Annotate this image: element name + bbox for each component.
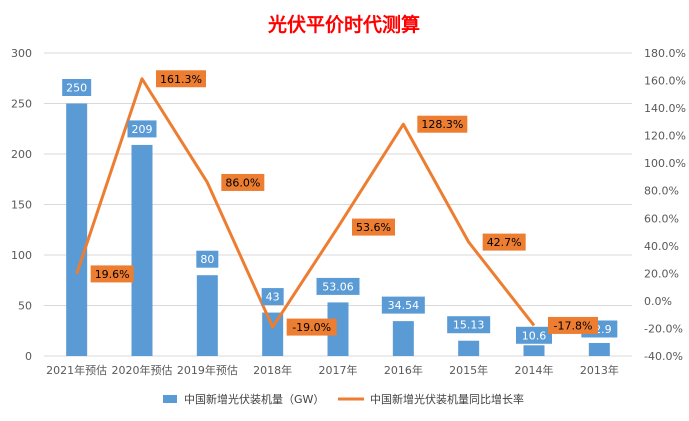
- line-data-label: -17.8%: [554, 319, 593, 332]
- bar: [392, 321, 414, 356]
- bar-label-box: [516, 326, 552, 344]
- bar-label-box: [196, 250, 219, 268]
- bar-data-label: 209: [132, 123, 153, 136]
- x-tick-label: 2016年: [384, 363, 423, 377]
- right-tick-label: 160.0%: [644, 75, 686, 88]
- bar: [588, 342, 610, 356]
- x-tick-label: 2021年预估: [46, 363, 107, 377]
- x-tick-label: 2018年: [253, 363, 292, 377]
- right-tick-label: 20.0%: [644, 267, 679, 280]
- line-label-box: [156, 70, 206, 88]
- left-tick-label: 50: [18, 300, 32, 313]
- line-label-box: [548, 316, 598, 334]
- bar-label-box: [447, 316, 491, 334]
- line-label-box: [286, 318, 337, 336]
- bar-data-label: 80: [200, 253, 214, 266]
- x-tick-label: 2015年: [449, 363, 488, 377]
- legend-swatch-bars: [163, 395, 177, 403]
- bar-data-label: 250: [66, 82, 87, 95]
- bar-data-label: 53.06: [322, 280, 354, 293]
- bar-label-box: [62, 79, 92, 96]
- bar-label-box: [261, 288, 284, 306]
- line-data-label: 86.0%: [225, 176, 260, 189]
- right-tick-label: 60.0%: [644, 212, 679, 225]
- bar-data-label: 34.54: [388, 299, 420, 312]
- line-label-box: [417, 115, 468, 133]
- right-tick-label: 40.0%: [644, 240, 679, 253]
- line-series: [75, 77, 536, 329]
- growth-rate-line: [75, 77, 536, 329]
- bar: [327, 302, 349, 356]
- bar: [523, 345, 545, 356]
- line-data-label: 128.3%: [421, 118, 463, 131]
- x-tick-label: 2013年: [580, 363, 619, 377]
- x-tick-label: 2017年: [319, 363, 358, 377]
- line-data-labels: 19.6% 161.3% 86.0% -19.0% 53.6% 128.3% 42.7% -1…: [90, 70, 598, 336]
- x-tick-label: 2014年: [515, 363, 554, 377]
- legend: 中国新增光伏装机量（GW） 中国新增光伏装机量同比增长率: [163, 392, 524, 406]
- right-tick-label: 120.0%: [644, 130, 686, 143]
- right-tick-label: 80.0%: [644, 185, 679, 198]
- line-data-label: 19.6%: [95, 268, 130, 281]
- legend-label-line: 中国新增光伏装机量同比增长率: [370, 392, 524, 406]
- bar-data-label: 15.13: [453, 319, 485, 332]
- chart-title: 光伏平价时代测算: [267, 13, 420, 36]
- left-tick-label: 200: [11, 148, 32, 161]
- right-tick-label: 180.0%: [644, 47, 686, 60]
- left-tick-label: 0: [25, 350, 32, 363]
- bar: [262, 312, 284, 356]
- right-tick-label: 100.0%: [644, 157, 686, 170]
- right-tick-label: -20.0%: [644, 322, 683, 335]
- bar: [66, 103, 88, 356]
- right-tick-label: -40.0%: [644, 350, 683, 363]
- left-tick-label: 300: [11, 47, 32, 60]
- line-data-label: 42.7%: [487, 236, 522, 249]
- left-tick-label: 150: [11, 199, 32, 212]
- bar-data-label: 10.6: [522, 329, 547, 342]
- bar-label-box: [316, 277, 360, 295]
- bar-data-label: 43: [266, 291, 280, 304]
- bar: [196, 275, 218, 356]
- left-tick-label: 100: [11, 249, 32, 262]
- x-tick-label: 2019年预估: [177, 363, 238, 377]
- bar: [458, 340, 480, 356]
- bar-label-box: [127, 120, 157, 138]
- line-data-label: 53.6%: [356, 221, 391, 234]
- bar: [131, 144, 153, 356]
- left-tick-label: 250: [11, 98, 32, 111]
- line-data-label: 161.3%: [160, 73, 202, 86]
- right-tick-label: 140.0%: [644, 102, 686, 115]
- right-y-axis: -40.0% -20.0% 0.0% 20.0% 40.0% 60.0% 80.0% 100.…: [644, 47, 686, 363]
- legend-label-bars: 中国新增光伏装机量（GW）: [184, 392, 324, 406]
- x-axis: 2021年预估 2020年预估 2019年预估 2018年 2017年 2016年 2015…: [46, 363, 619, 377]
- line-data-label: -19.0%: [292, 321, 331, 334]
- right-tick-label: 0.0%: [644, 295, 672, 308]
- bar-label-box: [381, 296, 425, 314]
- line-label-box: [90, 265, 134, 283]
- line-label-box: [221, 173, 265, 191]
- x-tick-label: 2020年预估: [112, 363, 173, 377]
- bar-series: [66, 103, 610, 356]
- left-y-axis: 0 50 100 150 200 250 300: [11, 47, 32, 363]
- line-label-box: [482, 233, 526, 251]
- line-label-box: [352, 218, 395, 236]
